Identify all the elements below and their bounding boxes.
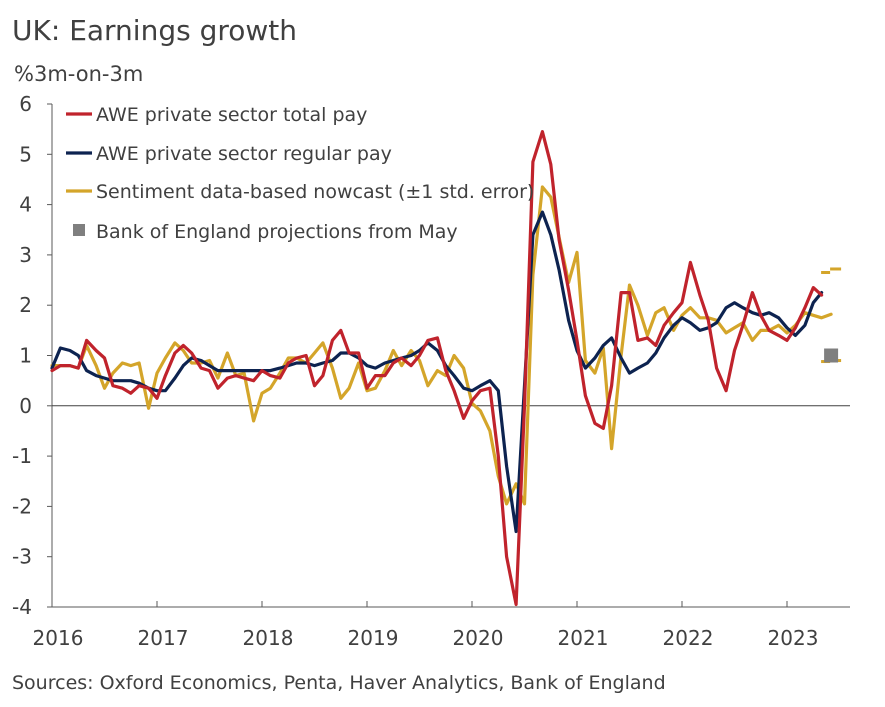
y-tick-label: 6 <box>19 92 32 116</box>
legend-label-3: Bank of England projections from May <box>96 221 458 243</box>
y-axis-unit-label: %3m-on-3m <box>14 62 144 86</box>
x-tick-label: 2018 <box>243 626 294 650</box>
legend-label-2: Sentiment data-based nowcast (±1 std. er… <box>96 181 534 203</box>
legend-label-0: AWE private sector total pay <box>96 104 367 126</box>
boe-projection-marker <box>824 348 839 363</box>
y-tick-label: -1 <box>12 444 32 468</box>
y-tick-label: -2 <box>12 494 32 518</box>
legend-label-1: AWE private sector regular pay <box>96 143 392 165</box>
x-tick-label: 2020 <box>453 626 504 650</box>
source-note: Sources: Oxford Economics, Penta, Haver … <box>12 672 666 694</box>
y-tick-label: 3 <box>19 243 32 267</box>
x-tick-label: 2023 <box>768 626 819 650</box>
y-tick-label: -4 <box>12 595 32 619</box>
x-tick-label: 2019 <box>348 626 399 650</box>
series-lines <box>50 130 842 607</box>
legend: AWE private sector total pay AWE private … <box>66 104 534 243</box>
legend-swatch-boe-projection <box>73 224 85 236</box>
y-tick-label: -3 <box>12 545 32 569</box>
y-tick-label: 2 <box>19 293 32 317</box>
series-line-2 <box>50 185 833 506</box>
x-tick-label: 2017 <box>138 626 189 650</box>
y-tick-label: 0 <box>19 394 32 418</box>
y-tick-label: 1 <box>19 344 32 368</box>
series-line-1 <box>50 210 824 534</box>
x-tick-label: 2016 <box>33 626 84 650</box>
y-tick-label: 5 <box>19 142 32 166</box>
x-tick-label: 2022 <box>663 626 714 650</box>
chart-title: UK: Earnings growth <box>12 14 298 47</box>
x-tick-label: 2021 <box>558 626 609 650</box>
y-tick-label: 4 <box>19 193 32 217</box>
series-line-0 <box>50 130 824 607</box>
